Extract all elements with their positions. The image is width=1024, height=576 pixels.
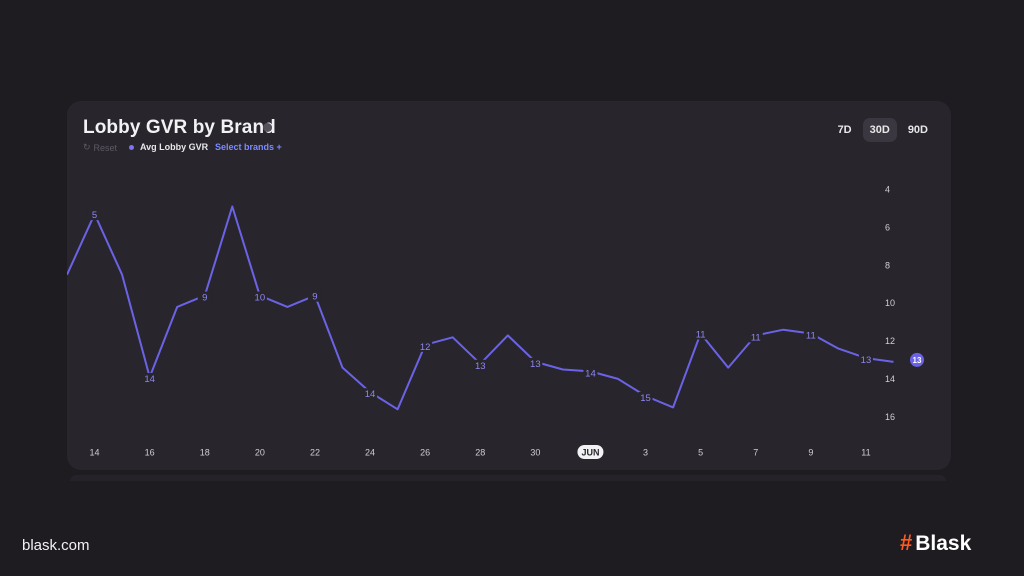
- point-label-bg: [638, 392, 653, 403]
- logo-wordmark: Blask: [915, 531, 972, 555]
- point-label: 13: [475, 361, 486, 372]
- current-value-label: 13: [913, 356, 922, 365]
- point-label: 14: [144, 374, 155, 385]
- info-icon[interactable]: [263, 123, 272, 132]
- reset-icon: ↻: [83, 142, 91, 152]
- logo-hash-icon: #: [900, 530, 913, 555]
- range-90d-button[interactable]: 90D: [907, 124, 928, 136]
- x-tick-label: 14: [90, 448, 100, 458]
- x-tick-label: 30: [530, 448, 540, 458]
- point-label-bg: [252, 291, 267, 303]
- select-brands-button[interactable]: Select brands +: [215, 142, 282, 152]
- card-below: [70, 475, 946, 481]
- x-tick-label: 5: [698, 448, 703, 458]
- point-label: 9: [312, 292, 317, 303]
- point-label-bg: [307, 290, 322, 302]
- point-label-bg: [197, 291, 212, 303]
- legend-label: Avg Lobby GVR: [140, 142, 209, 152]
- point-label-bg: [363, 388, 378, 400]
- x-tick-label: 7: [753, 448, 758, 458]
- y-tick-label: 4: [885, 184, 890, 194]
- legend-item[interactable]: Avg Lobby GVR: [129, 142, 208, 152]
- line-chart: 4 6 8 10 12 14 16 14 16 18 20 22 24 26 28 30 JUN 3 5 7 9 11 5 1…: [67, 184, 924, 459]
- y-tick-label: 12: [885, 336, 895, 346]
- point-label-bg: [803, 329, 818, 341]
- point-label: 5: [92, 210, 97, 221]
- point-label-bg: [693, 328, 708, 340]
- point-label: 11: [751, 332, 761, 343]
- point-label-bg: [142, 373, 157, 385]
- x-tick-label: 9: [808, 448, 813, 458]
- footer-site: blask.com: [22, 537, 90, 554]
- x-tick-label: JUN: [581, 448, 599, 458]
- point-label-bg: [748, 331, 763, 343]
- x-tick-highlight: [577, 445, 604, 459]
- point-label-bg: [528, 357, 543, 369]
- point-label: 14: [585, 368, 596, 379]
- y-tick-label: 8: [885, 260, 890, 270]
- brand-logo: # Blask: [900, 532, 971, 554]
- x-tick-label: 11: [861, 448, 870, 458]
- reset-label: Reset: [93, 142, 118, 153]
- point-label: 12: [420, 342, 431, 353]
- current-value-marker: [910, 352, 924, 367]
- range-30d-button[interactable]: 30D: [862, 118, 897, 142]
- y-tick-label: 10: [885, 298, 895, 308]
- chart-title: Lobby GVR by Brand: [83, 117, 276, 138]
- point-label-bg: [858, 354, 873, 366]
- legend-dot-icon: [129, 144, 134, 150]
- x-tick-label: 22: [310, 448, 320, 458]
- y-tick-label: 16: [885, 412, 895, 422]
- point-label: 9: [202, 293, 207, 304]
- x-tick-label: 28: [475, 448, 485, 458]
- x-tick-label: 26: [420, 448, 430, 458]
- point-label-bg: [583, 367, 598, 379]
- point-label: 13: [530, 359, 541, 370]
- point-label: 10: [255, 293, 266, 304]
- point-label: 13: [861, 355, 872, 366]
- point-label-bg: [87, 209, 102, 221]
- range-7d-button[interactable]: 7D: [837, 124, 852, 136]
- x-tick-label: 16: [145, 448, 155, 458]
- point-label: 15: [640, 393, 651, 404]
- x-tick-label: 24: [365, 448, 375, 458]
- range-selector: 7D 30D 90D: [831, 118, 935, 142]
- x-tick-label: 20: [255, 448, 265, 458]
- point-label: 11: [806, 330, 816, 341]
- point-label: 14: [365, 389, 376, 400]
- x-tick-label: 18: [200, 448, 210, 458]
- point-label-bg: [418, 340, 433, 352]
- x-tick-label: 3: [643, 448, 648, 458]
- reset-button[interactable]: ↻ Reset: [83, 142, 117, 153]
- point-label-bg: [473, 359, 488, 371]
- series-line: [67, 205, 894, 411]
- y-tick-label: 14: [885, 374, 895, 384]
- point-label: 11: [696, 329, 706, 340]
- chart-card: Lobby GVR by Brand ↻ Reset Avg Lobby GVR…: [67, 101, 951, 470]
- y-tick-label: 6: [885, 222, 890, 232]
